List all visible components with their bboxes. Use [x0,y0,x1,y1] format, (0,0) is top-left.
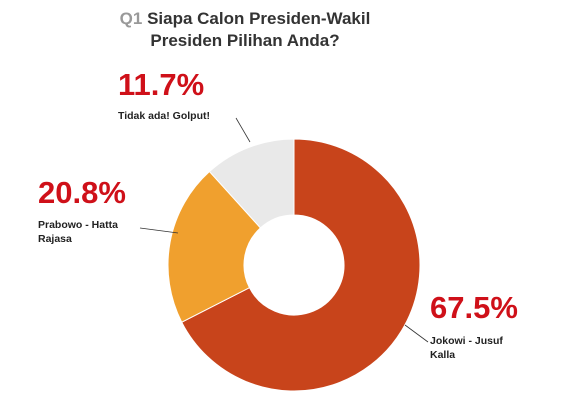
value-label: 11.7% [118,67,204,102]
leader-line [139,227,179,234]
category-label: Prabowo - Hatta Rajasa [38,219,118,245]
donut-slice [181,138,421,392]
donut-slice [167,170,262,323]
title-text: Siapa Calon Presiden-Wakil Presiden Pili… [147,9,371,50]
value-label: 67.5% [430,290,518,325]
chart-title: Q1 Siapa Calon Presiden-Wakil Presiden P… [90,8,400,52]
leader-line [404,324,429,343]
value-label: 20.8% [38,175,126,210]
category-label: Tidak ada! Golput! [118,110,210,122]
donut-slice [208,138,295,229]
leader-line [235,117,251,143]
category-label: Jokowi - Jusuf Kalla [430,335,503,361]
title-prefix: Q1 [119,9,143,28]
